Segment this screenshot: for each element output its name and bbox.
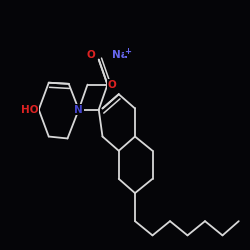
Text: N: N: [74, 104, 83, 115]
Text: O: O: [108, 80, 116, 90]
Text: HO: HO: [21, 104, 39, 115]
Text: +: +: [124, 47, 131, 56]
Text: Na: Na: [112, 50, 128, 59]
Text: O: O: [87, 50, 96, 59]
